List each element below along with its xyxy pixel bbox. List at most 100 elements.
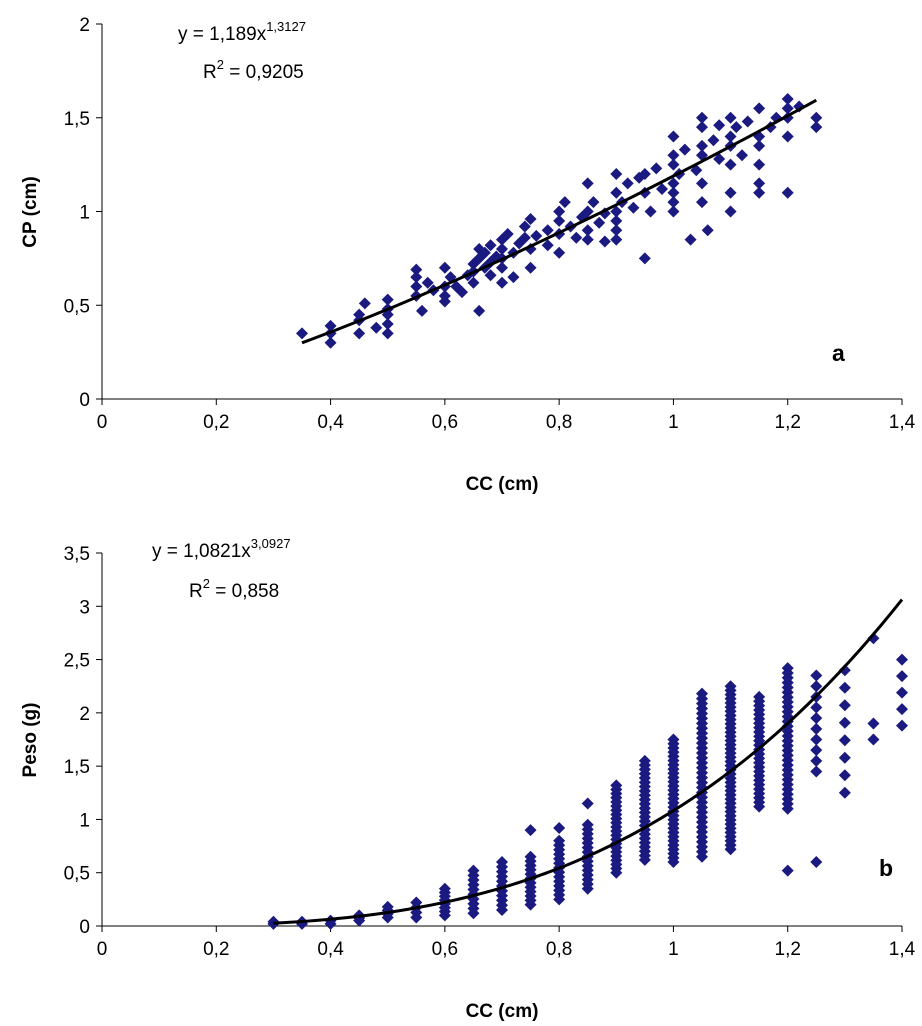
x-tick-label: 1: [668, 412, 679, 433]
data-point: [667, 733, 680, 746]
x-tick-label: 0: [97, 939, 108, 960]
data-point: [810, 856, 823, 869]
data-point: [518, 231, 531, 244]
data-point: [896, 653, 908, 666]
data-point: [518, 220, 531, 233]
data-point: [324, 336, 337, 349]
data-point: [781, 93, 794, 105]
data-point: [696, 196, 708, 209]
scatter-points: [267, 632, 908, 930]
data-point: [478, 246, 491, 259]
data-point: [507, 271, 520, 284]
data-point: [753, 177, 766, 190]
data-point: [867, 632, 880, 645]
x-tick-label: 0,2: [203, 412, 229, 433]
x-tick-label: 0,6: [432, 939, 458, 960]
data-point: [810, 722, 823, 735]
trendline: [301, 98, 818, 345]
data-point: [724, 205, 737, 218]
data-point: [667, 149, 680, 162]
data-point: [410, 263, 423, 276]
data-point: [553, 821, 566, 834]
y-tick-label: 2,5: [64, 651, 90, 672]
data-point: [581, 205, 594, 218]
data-point: [701, 224, 714, 237]
x-tick-label: 1,4: [889, 412, 916, 433]
data-point: [667, 205, 680, 218]
y-axis-ticks: 0 0,5 1 1,5 2: [64, 15, 102, 411]
y-tick-label: 0,5: [64, 864, 90, 885]
y-tick-label: 2: [79, 15, 90, 36]
data-point: [741, 115, 754, 128]
data-point: [781, 186, 794, 199]
data-point: [838, 681, 851, 694]
chart-panel-a: 0 0,2 0,4 0,6 0,8 1 1,2 1,4 0 0,5 1 1,5 2 y = 1,189…: [20, 15, 916, 495]
data-point: [724, 130, 737, 143]
data-point: [696, 139, 708, 152]
x-axis-ticks: 0 0,2 0,4 0,6 0,8 1 1,2 1,4: [97, 926, 916, 960]
y-tick-label: 0: [79, 917, 90, 938]
data-point: [713, 119, 726, 132]
data-point: [553, 205, 566, 218]
data-point: [838, 769, 851, 782]
data-point: [553, 214, 566, 227]
data-point: [707, 134, 720, 147]
data-point: [867, 733, 880, 746]
y-tick-label: 1,5: [64, 109, 90, 130]
data-point: [324, 319, 337, 332]
data-point: [638, 168, 651, 180]
x-tick-label: 0,8: [546, 412, 572, 433]
y-axis-title: CP (cm): [20, 176, 41, 247]
data-point: [524, 213, 537, 225]
data-point: [724, 158, 737, 171]
data-point: [558, 196, 571, 209]
data-point: [467, 864, 480, 877]
x-axis-title: CC (cm): [466, 474, 539, 495]
data-point: [524, 850, 537, 863]
data-point: [810, 701, 823, 714]
data-point: [456, 286, 468, 299]
data-point: [627, 201, 640, 214]
y-tick-label: 1,5: [64, 757, 90, 778]
data-point: [730, 121, 743, 134]
data-point: [678, 143, 691, 156]
r-squared-label: R2 = 0,858: [189, 576, 279, 602]
data-point: [296, 327, 308, 340]
data-point: [667, 177, 680, 190]
data-point: [353, 327, 366, 340]
data-point: [553, 246, 566, 259]
data-point: [496, 261, 508, 274]
x-tick-label: 0: [97, 412, 108, 433]
y-tick-label: 1: [79, 203, 90, 224]
data-point: [696, 687, 708, 700]
data-point: [713, 153, 726, 165]
data-point: [810, 754, 823, 767]
data-point: [781, 662, 794, 675]
equation-label: y = 1,189x1,3127: [178, 19, 306, 45]
data-point: [358, 297, 371, 310]
data-point: [370, 321, 383, 334]
data-point: [541, 224, 554, 237]
data-point: [610, 214, 623, 227]
data-point: [753, 139, 766, 152]
r-squared-label: R2 = 0,9205: [203, 57, 304, 83]
y-tick-label: 0: [79, 390, 90, 411]
data-point: [587, 196, 600, 209]
data-point: [484, 239, 497, 252]
data-point: [781, 130, 794, 143]
data-point: [610, 205, 623, 218]
data-point: [353, 308, 366, 321]
data-point: [753, 690, 766, 703]
data-point: [838, 786, 851, 799]
data-point: [524, 824, 537, 837]
data-point: [838, 734, 851, 747]
data-point: [541, 239, 554, 252]
x-axis-ticks: 0 0,2 0,4 0,6 0,8 1 1,2 1,4: [97, 399, 916, 433]
data-point: [736, 149, 748, 162]
x-tick-label: 1: [668, 939, 679, 960]
data-point: [753, 186, 766, 199]
data-point: [838, 751, 851, 764]
data-point: [467, 276, 480, 289]
data-point: [753, 158, 766, 171]
scatter-points: [296, 93, 823, 349]
